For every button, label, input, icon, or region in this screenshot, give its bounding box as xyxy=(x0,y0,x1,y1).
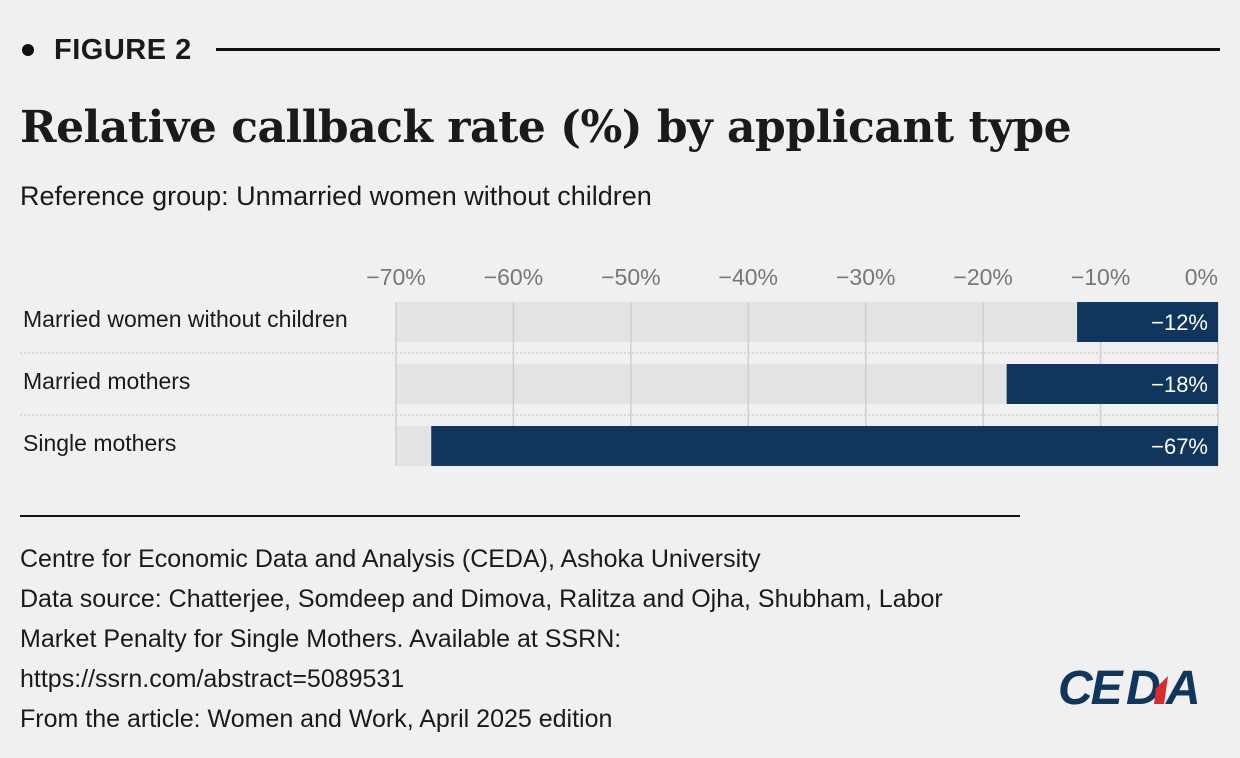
value-label: −12% xyxy=(1151,310,1208,335)
category-label: Married women without children xyxy=(23,306,348,332)
bar xyxy=(1006,364,1218,404)
x-tick-label: 0% xyxy=(1185,264,1218,290)
footer-credit: Centre for Economic Data and Analysis (C… xyxy=(20,545,761,573)
x-tick-label: −50% xyxy=(601,264,660,290)
category-label: Single mothers xyxy=(23,430,176,456)
footer-source-url: https://ssrn.com/abstract=5089531 xyxy=(20,665,405,693)
x-tick-label: −20% xyxy=(953,264,1012,290)
svg-text:CE: CE xyxy=(1058,662,1125,708)
value-label: −67% xyxy=(1151,434,1208,459)
x-tick-label: −30% xyxy=(836,264,895,290)
footer-article: From the article: Women and Work, April … xyxy=(20,705,613,733)
bar xyxy=(1077,302,1218,342)
category-label: Married mothers xyxy=(23,368,190,394)
ceda-logo: CE D A xyxy=(1058,662,1201,708)
figure-label: FIGURE 2 xyxy=(54,34,192,66)
footer-source-line-2: Market Penalty for Single Mothers. Avail… xyxy=(20,625,622,653)
value-label: −18% xyxy=(1151,372,1208,397)
chart-title: Relative callback rate (%) by applicant … xyxy=(20,102,1072,153)
x-tick-label: −10% xyxy=(1071,264,1130,290)
header-rule xyxy=(216,48,1220,51)
x-tick-label: −60% xyxy=(484,264,543,290)
x-tick-label: −70% xyxy=(366,264,425,290)
figure-header: FIGURE 2 xyxy=(20,32,1220,68)
bar xyxy=(431,426,1218,466)
svg-text:A: A xyxy=(1165,662,1201,708)
footer-rule xyxy=(20,515,1020,517)
footer-source-line-1: Data source: Chatterjee, Somdeep and Dim… xyxy=(20,585,943,613)
bar-chart: −70% −60% −50% −40% −30% −20% −10% 0% Married wo… xyxy=(20,264,1219,466)
footer: Centre for Economic Data and Analysis (C… xyxy=(20,539,1020,739)
chart-subtitle: Reference group: Unmarried women without… xyxy=(20,181,652,211)
x-tick-label: −40% xyxy=(719,264,778,290)
bullet-dot-icon xyxy=(22,44,34,56)
